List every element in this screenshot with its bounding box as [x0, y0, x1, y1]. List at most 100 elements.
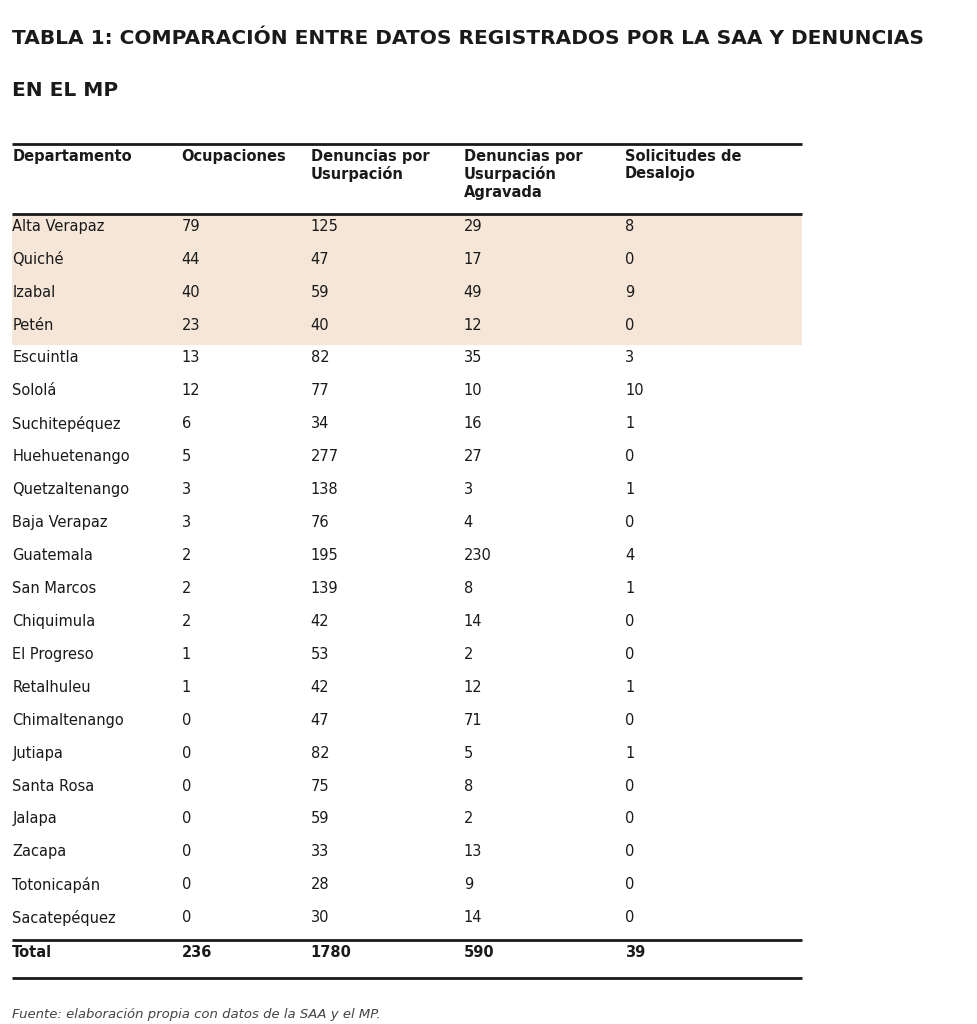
- Text: 47: 47: [311, 713, 329, 728]
- Text: 139: 139: [311, 581, 338, 596]
- Text: 39: 39: [625, 945, 645, 961]
- Text: Quetzaltenango: Quetzaltenango: [13, 482, 129, 498]
- Text: Sacatepéquez: Sacatepéquez: [13, 910, 116, 927]
- Text: 0: 0: [625, 252, 634, 266]
- Text: 230: 230: [464, 548, 491, 563]
- Text: 0: 0: [625, 811, 634, 826]
- Text: 236: 236: [182, 945, 212, 961]
- Text: 53: 53: [311, 647, 329, 662]
- Text: 14: 14: [464, 614, 483, 629]
- Text: Zacapa: Zacapa: [13, 845, 66, 859]
- Text: 277: 277: [311, 450, 339, 464]
- Text: 0: 0: [182, 878, 191, 892]
- Text: 12: 12: [182, 383, 200, 398]
- Text: Santa Rosa: Santa Rosa: [13, 778, 95, 794]
- Text: Ocupaciones: Ocupaciones: [182, 148, 286, 164]
- Text: 76: 76: [311, 515, 329, 530]
- Text: 0: 0: [182, 845, 191, 859]
- Text: 3: 3: [182, 515, 191, 530]
- Text: 8: 8: [464, 778, 473, 794]
- Text: 6: 6: [182, 417, 191, 431]
- Text: 40: 40: [311, 317, 329, 333]
- Text: San Marcos: San Marcos: [13, 581, 97, 596]
- Text: 3: 3: [182, 482, 191, 498]
- Text: Baja Verapaz: Baja Verapaz: [13, 515, 107, 530]
- Text: 590: 590: [464, 945, 494, 961]
- Text: 0: 0: [625, 910, 634, 926]
- Text: Retalhuleu: Retalhuleu: [13, 680, 91, 694]
- Text: 2: 2: [182, 548, 191, 563]
- Text: 9: 9: [464, 878, 473, 892]
- Text: 8: 8: [464, 581, 473, 596]
- Text: Sololá: Sololá: [13, 383, 57, 398]
- Text: 28: 28: [311, 878, 329, 892]
- Text: Chimaltenango: Chimaltenango: [13, 713, 124, 728]
- Text: Denuncias por
Usurpación: Denuncias por Usurpación: [311, 148, 429, 182]
- Text: Izabal: Izabal: [13, 285, 56, 300]
- Text: Fuente: elaboración propia con datos de la SAA y el MP.: Fuente: elaboración propia con datos de …: [13, 1008, 381, 1021]
- Text: 2: 2: [464, 647, 473, 662]
- Text: 138: 138: [311, 482, 338, 498]
- Text: Petén: Petén: [13, 317, 54, 333]
- Text: 4: 4: [464, 515, 473, 530]
- Text: Solicitudes de
Desalojo: Solicitudes de Desalojo: [625, 148, 742, 181]
- Text: Suchitepéquez: Suchitepéquez: [13, 417, 121, 432]
- Text: 9: 9: [625, 285, 634, 300]
- Text: 8: 8: [625, 219, 634, 233]
- Text: TABLA 1: COMPARACIÓN ENTRE DATOS REGISTRADOS POR LA SAA Y DENUNCIAS: TABLA 1: COMPARACIÓN ENTRE DATOS REGISTR…: [13, 29, 924, 48]
- Text: 0: 0: [625, 450, 634, 464]
- Text: Chiquimula: Chiquimula: [13, 614, 96, 629]
- Text: 42: 42: [311, 680, 329, 694]
- Text: 79: 79: [182, 219, 200, 233]
- Text: Escuintla: Escuintla: [13, 350, 79, 366]
- Text: 10: 10: [625, 383, 644, 398]
- Text: 3: 3: [464, 482, 473, 498]
- Text: 125: 125: [311, 219, 338, 233]
- Text: 2: 2: [464, 811, 473, 826]
- Text: 12: 12: [464, 317, 483, 333]
- Text: 14: 14: [464, 910, 483, 926]
- Text: 1: 1: [625, 482, 634, 498]
- Text: 0: 0: [625, 778, 634, 794]
- Text: Jalapa: Jalapa: [13, 811, 57, 826]
- Text: 82: 82: [311, 745, 329, 761]
- Text: 77: 77: [311, 383, 329, 398]
- Text: 40: 40: [182, 285, 200, 300]
- Text: EN EL MP: EN EL MP: [13, 81, 118, 100]
- Text: 0: 0: [625, 845, 634, 859]
- Text: 49: 49: [464, 285, 483, 300]
- Text: Denuncias por
Usurpación
Agravada: Denuncias por Usurpación Agravada: [464, 148, 582, 200]
- Text: 1: 1: [182, 647, 191, 662]
- Text: 1: 1: [182, 680, 191, 694]
- Text: 17: 17: [464, 252, 483, 266]
- Text: 1: 1: [625, 680, 634, 694]
- Text: 1780: 1780: [311, 945, 352, 961]
- Text: 71: 71: [464, 713, 483, 728]
- Text: Jutiapa: Jutiapa: [13, 745, 64, 761]
- Text: 59: 59: [311, 285, 329, 300]
- Text: 42: 42: [311, 614, 329, 629]
- Text: Totonicapán: Totonicapán: [13, 878, 101, 893]
- Text: 0: 0: [182, 778, 191, 794]
- Text: 0: 0: [625, 317, 634, 333]
- Text: 27: 27: [464, 450, 483, 464]
- Text: 75: 75: [311, 778, 329, 794]
- Text: 0: 0: [182, 745, 191, 761]
- Text: 1: 1: [625, 745, 634, 761]
- Text: Total: Total: [13, 945, 53, 961]
- Text: 10: 10: [464, 383, 483, 398]
- Text: Quiché: Quiché: [13, 252, 64, 266]
- Text: 29: 29: [464, 219, 483, 233]
- Text: 0: 0: [625, 878, 634, 892]
- Text: 4: 4: [625, 548, 634, 563]
- Text: 1: 1: [625, 581, 634, 596]
- Text: 5: 5: [464, 745, 473, 761]
- Text: 0: 0: [625, 614, 634, 629]
- Text: 0: 0: [625, 647, 634, 662]
- Text: 0: 0: [182, 713, 191, 728]
- Text: 0: 0: [182, 811, 191, 826]
- Text: 13: 13: [182, 350, 200, 366]
- Text: 195: 195: [311, 548, 338, 563]
- Text: 82: 82: [311, 350, 329, 366]
- Text: Guatemala: Guatemala: [13, 548, 93, 563]
